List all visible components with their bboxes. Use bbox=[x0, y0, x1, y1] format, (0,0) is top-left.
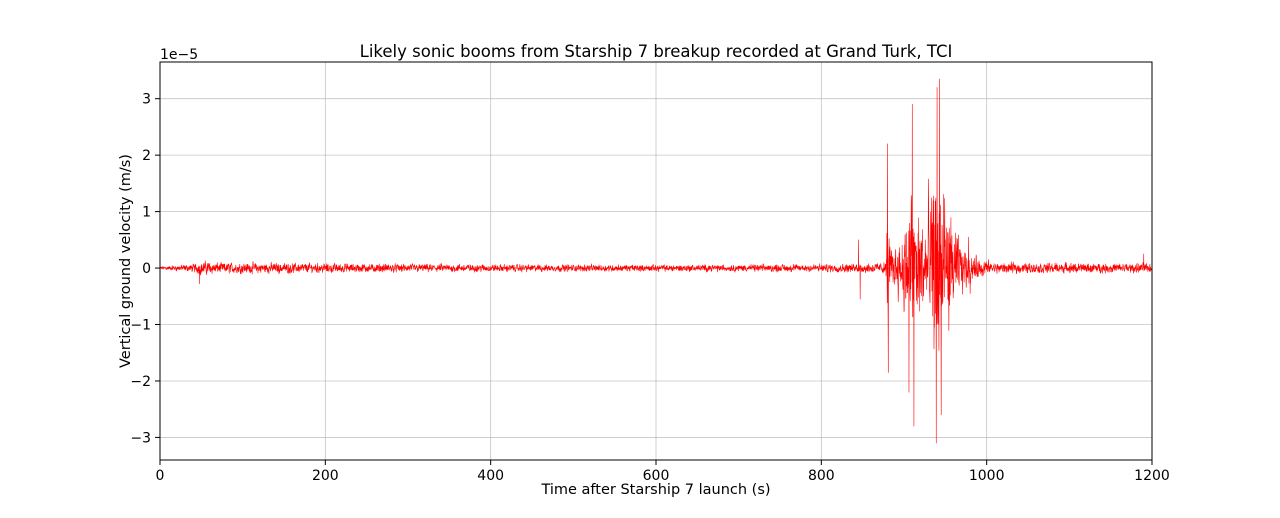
x-tick-label: 600 bbox=[643, 468, 670, 484]
x-axis-label: Time after Starship 7 launch (s) bbox=[540, 482, 770, 498]
x-tick-label: 1200 bbox=[1134, 468, 1170, 484]
y-tick-label: −2 bbox=[130, 374, 151, 390]
y-tick-label: 1 bbox=[142, 205, 151, 221]
x-tick-label: 200 bbox=[312, 468, 339, 484]
y-axis-label: Vertical ground velocity (m/s) bbox=[118, 154, 134, 368]
y-tick-label: −1 bbox=[130, 318, 151, 334]
y-tick-label: 0 bbox=[142, 261, 151, 277]
axis-ticks: 0 200 400 600 800 1000 1200 −3 −2 −1 0 1 2 3 bbox=[130, 92, 1169, 484]
waveform-trace bbox=[159, 78, 1153, 444]
x-tick-label: 800 bbox=[808, 468, 835, 484]
chart-title: Likely sonic booms from Starship 7 break… bbox=[360, 42, 953, 61]
x-tick-label: 400 bbox=[477, 468, 504, 484]
x-tick-label: 1000 bbox=[969, 468, 1005, 484]
y-tick-label: 2 bbox=[142, 148, 151, 164]
x-tick-label: 0 bbox=[156, 468, 165, 484]
y-tick-label: 3 bbox=[142, 92, 151, 108]
velocity-series-line bbox=[159, 78, 1153, 444]
y-axis-offset-label: 1e−5 bbox=[160, 47, 198, 63]
y-tick-label: −3 bbox=[130, 430, 151, 446]
